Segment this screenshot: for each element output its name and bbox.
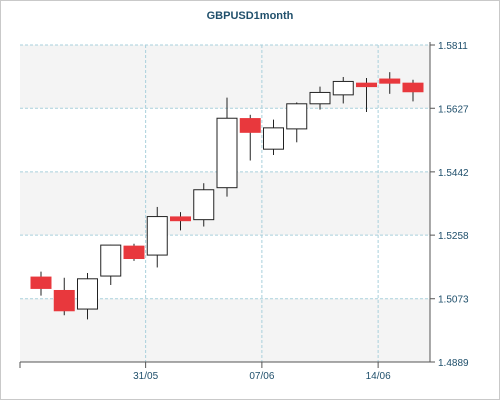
candle-body-up (77, 278, 98, 310)
candle-body-down (53, 289, 75, 312)
x-tick-label: 07/06 (249, 371, 274, 382)
y-tick-label: 1.5627 (438, 104, 469, 115)
candle (263, 119, 284, 156)
y-tick-label: 1.5073 (438, 295, 469, 306)
candle-body-down (170, 216, 191, 222)
candle-body-up (309, 91, 331, 105)
chart-title: GBPUSD1month (206, 10, 294, 22)
y-tick-label: 1.5442 (438, 168, 469, 179)
candle (77, 272, 98, 320)
candle-body-down (356, 82, 377, 88)
candle (239, 114, 261, 161)
candle (309, 86, 331, 110)
candle-body-up (286, 103, 308, 130)
candle (332, 76, 354, 104)
candle (402, 79, 424, 102)
tick-labels: 1.4889 1.5073 1.5258 1.5442 1.5627 1.5811 31/0… (133, 41, 469, 382)
candle (100, 244, 122, 285)
candle (53, 277, 75, 316)
candle-body-up (100, 244, 122, 277)
candle-body-down (123, 245, 145, 260)
y-tick-label: 1.4889 (438, 358, 469, 369)
x-tick-label: 14/06 (366, 371, 391, 382)
x-tick-label: 31/05 (133, 371, 158, 382)
candle-body-down (379, 78, 401, 84)
candle (193, 183, 215, 227)
candle-body-up (216, 117, 238, 189)
candle-body-up (193, 189, 215, 221)
candle (146, 206, 168, 268)
candle (30, 271, 52, 296)
candle-body-up (332, 80, 354, 96)
background-band (20, 45, 430, 109)
candle (216, 97, 238, 197)
candle (356, 78, 377, 113)
y-tick-label: 1.5811 (438, 41, 468, 52)
candles (30, 72, 424, 320)
candle (379, 72, 401, 94)
candle (123, 243, 145, 261)
candle-body-up (263, 127, 284, 150)
candle (170, 212, 191, 231)
y-tick-label: 1.5258 (438, 231, 469, 242)
candle-body-down (402, 82, 424, 93)
candle-body-up (146, 216, 168, 256)
background-bands (20, 45, 430, 362)
axes (19, 42, 435, 368)
candle-body-down (239, 118, 261, 133)
candle-body-down (30, 276, 52, 289)
candle (286, 102, 308, 143)
